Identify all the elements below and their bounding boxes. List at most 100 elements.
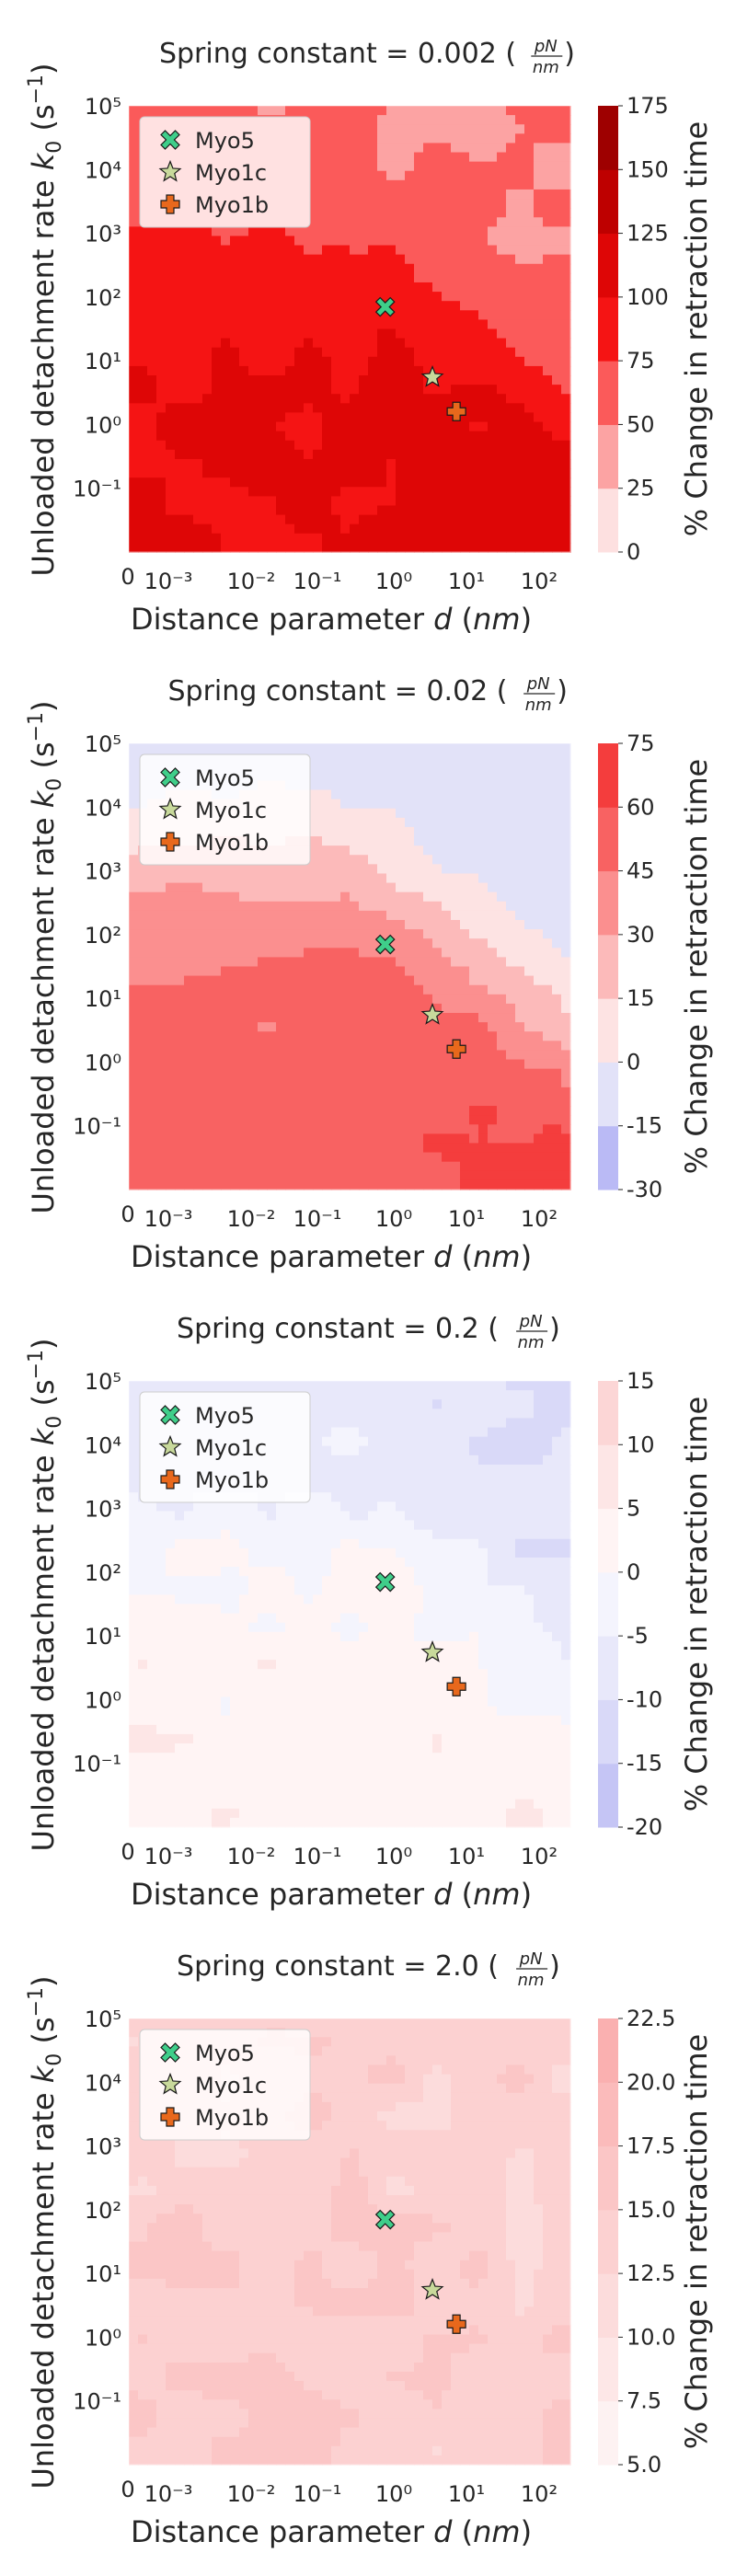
heatmap-cell [147,338,157,349]
heatmap-cell [396,542,406,553]
heatmap-cell [359,199,369,209]
heatmap-cell [405,477,415,488]
heatmap-cell [175,910,185,921]
heatmap-cell [294,365,305,376]
heatmap-cell [184,245,194,256]
heatmap-cell [497,282,507,293]
heatmap-cell [506,891,516,903]
heatmap-cell [304,328,314,339]
heatmap-cell [166,1381,176,1391]
heatmap-cell [552,431,562,442]
heatmap-cell [368,1041,378,1052]
heatmap-cell [377,910,387,921]
heatmap-cell [156,1511,167,1522]
heatmap-cell [258,882,268,893]
heatmap-cell [230,1031,240,1041]
heatmap-cell [350,542,360,553]
heatmap-cell [285,1096,295,1107]
heatmap-cell [331,1077,341,1088]
heatmap-cell [331,1059,341,1070]
heatmap-cell [221,1068,231,1079]
heatmap-cell [248,514,259,525]
heatmap-cell [258,542,268,553]
heatmap-cell [488,254,498,265]
heatmap-cell [248,365,259,376]
heatmap-cell [267,477,277,488]
heatmap-cell [248,236,259,247]
heatmap-cell [147,1613,157,1624]
heatmap-cell [147,1733,157,1744]
heatmap-cell [239,477,249,488]
heatmap-cell [322,254,332,265]
heatmap-cell [469,133,479,144]
heatmap-cell [506,1059,516,1070]
heatmap-cell [322,124,332,134]
heatmap-cell [405,403,415,414]
heatmap-cell [313,458,323,469]
heatmap-cell [147,1660,157,1670]
heatmap-cell [230,938,240,949]
heatmap-cell [552,533,562,544]
heatmap-cell [423,385,433,395]
heatmap-cell [331,984,341,995]
heatmap-cell [488,189,498,200]
heatmap-cell [184,319,194,330]
heatmap-cell [212,477,222,488]
heatmap-cell [469,1087,479,1098]
heatmap-cell [156,365,167,376]
heatmap-cell [147,385,157,395]
heatmap-cell [331,799,341,810]
heatmap-cell [497,743,507,753]
heatmap-cell [322,789,332,800]
heatmap-cell [350,179,360,190]
heatmap-cell [147,919,157,930]
heatmap-cell [276,1124,286,1134]
heatmap-cell [129,394,139,404]
heatmap-cell [239,282,249,293]
heatmap-cell [396,199,406,209]
heatmap-cell [515,412,525,423]
heatmap-cell [248,328,259,339]
heatmap-cell [423,771,433,782]
heatmap-cell [129,403,139,414]
heatmap-cell [285,319,295,330]
legend-label: Myo5 [195,765,255,791]
heatmap-cell [488,431,498,442]
heatmap-cell [497,356,507,367]
heatmap-cell [258,1143,268,1154]
heatmap-cell [460,938,470,949]
heatmap-cell [184,356,194,367]
heatmap-cell [524,263,535,274]
heatmap-cell [497,948,507,958]
heatmap-cell [460,347,470,358]
heatmap-cell [396,1179,406,1190]
heatmap-cell [423,975,433,986]
heatmap-cell [248,957,259,968]
heatmap-cell [147,394,157,404]
heatmap-cell [331,1041,341,1052]
heatmap-cell [156,310,167,320]
heatmap-cell [442,984,452,995]
heatmap-cell [414,394,424,404]
heatmap-cell [350,217,360,227]
heatmap-cell [515,1096,525,1107]
heatmap-cell [432,236,443,247]
heatmap-cell [285,882,295,893]
heatmap-cell [543,855,553,865]
heatmap-cell [184,1003,194,1014]
heatmap-cell [442,817,452,828]
heatmap-cell [552,347,562,358]
heatmap-cell [248,385,259,395]
heatmap-cell [276,1133,286,1144]
colorbar-segment [598,807,618,872]
heatmap-cell [166,477,176,488]
heatmap-cell [276,948,286,958]
heatmap-cell [368,1143,378,1154]
heatmap-cell [478,403,489,414]
heatmap-cell [166,891,176,903]
heatmap-cell [322,771,332,782]
heatmap-cell [414,328,424,339]
heatmap-cell [478,1179,489,1190]
heatmap-cell [129,1068,139,1079]
heatmap-cell [313,394,323,404]
